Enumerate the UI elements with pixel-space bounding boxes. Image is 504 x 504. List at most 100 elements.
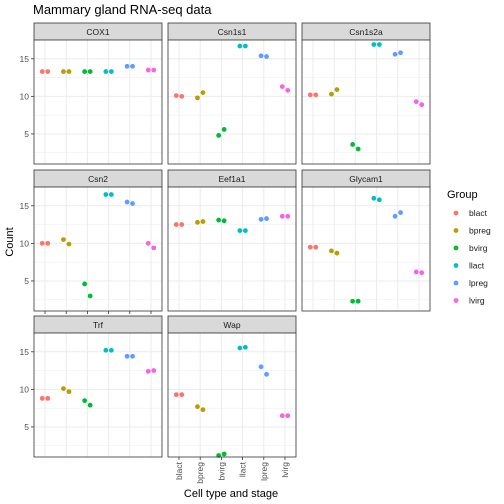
legend-key-bvirg [453, 245, 459, 251]
data-point-bpreg [200, 90, 206, 96]
data-point-bvirg [82, 281, 88, 287]
data-point-lpreg [130, 353, 135, 359]
data-point-llact [371, 195, 377, 201]
facet-panel-trf: Trf 5 10 15 [20, 315, 163, 458]
data-point-bvirg [216, 133, 222, 138]
data-point-lvirg [151, 245, 157, 251]
data-point-blact [173, 392, 179, 398]
data-point-bpreg [329, 91, 334, 97]
facet-strip-label: Csn2 [88, 174, 108, 184]
legend-label-lvirg: lvirg [469, 296, 485, 306]
data-point-lvirg [145, 368, 151, 374]
data-point-llact [103, 192, 109, 197]
data-point-lpreg [258, 364, 264, 370]
panel-border [167, 39, 297, 165]
data-point-llact [242, 228, 248, 233]
data-point-bpreg [200, 407, 206, 413]
data-point-lpreg [398, 210, 403, 215]
x-tick-label: blact [174, 461, 184, 480]
panel-border [33, 186, 163, 312]
data-point-lpreg [258, 216, 264, 222]
data-point-lpreg [392, 51, 398, 57]
data-point-blact [179, 392, 185, 398]
legend-label-llact: llact [469, 261, 485, 271]
data-point-bpreg [61, 237, 66, 243]
panel-background [34, 40, 162, 164]
y-tick-label: 15 [20, 347, 30, 357]
y-tick-label: 10 [20, 384, 30, 394]
data-point-llact [108, 69, 114, 74]
data-point-lvirg [285, 413, 291, 419]
facet-panels: COX1 5 10 15 Csn1s1 Csn1s2a Csn2 5 10 15 blact bpre… [20, 22, 431, 484]
facet-strip-label: Csn1s1 [218, 27, 247, 37]
facet-panel-eef1a1: Eef1a1 [167, 169, 297, 312]
legend-label-lpreg: lpreg [469, 278, 488, 288]
data-point-lpreg [130, 201, 135, 206]
data-point-blact [173, 93, 179, 99]
data-point-lpreg [264, 54, 269, 59]
data-point-bpreg [195, 219, 200, 225]
panel-background [168, 40, 296, 164]
data-point-lvirg [419, 270, 425, 276]
data-point-bpreg [329, 248, 334, 254]
data-point-bvirg [355, 298, 361, 304]
legend-label-bvirg: bvirg [469, 243, 488, 253]
data-point-blact [179, 93, 185, 99]
facet-panel-csn2: Csn251015blactbpregbvirgllactlpreglvirg [20, 169, 163, 338]
x-tick-label: llact [238, 461, 248, 477]
legend: Group blact bpreg bvirg llact lpreg lvirg [447, 189, 491, 306]
x-tick-label: bpreg [195, 462, 205, 484]
data-point-llact [376, 197, 382, 203]
panel-border [33, 39, 163, 165]
legend-key-blact [453, 210, 459, 216]
data-point-lpreg [258, 53, 264, 59]
panel-background [168, 187, 296, 311]
data-point-lvirg [279, 413, 285, 419]
data-point-bpreg [195, 95, 200, 101]
data-point-blact [39, 395, 45, 401]
y-tick-label: 5 [24, 276, 29, 286]
data-point-blact [307, 244, 313, 250]
panel-background [34, 187, 162, 311]
data-point-lpreg [124, 353, 130, 359]
x-tick-label: lvirg [280, 462, 290, 478]
data-point-lpreg [124, 63, 130, 69]
y-tick-label: 5 [24, 129, 29, 139]
panel-background [34, 333, 162, 457]
data-point-bpreg [195, 404, 200, 410]
data-point-bvirg [350, 142, 356, 147]
x-axis-label: Cell type and stage [184, 488, 278, 500]
data-point-lvirg [145, 240, 151, 246]
panel-background [168, 333, 296, 457]
legend-label-bpreg: bpreg [469, 226, 491, 236]
data-point-lvirg [145, 67, 151, 73]
data-point-lvirg [151, 67, 157, 73]
data-point-bvirg [216, 217, 222, 223]
data-point-blact [173, 222, 179, 227]
facet-panel-csn1s2a: Csn1s2a [301, 22, 431, 165]
legend-key-lpreg [453, 280, 459, 286]
data-point-llact [242, 344, 248, 350]
data-point-blact [39, 240, 45, 246]
data-point-llact [237, 43, 243, 49]
data-point-blact [39, 69, 45, 74]
data-point-blact [307, 92, 313, 98]
data-point-bvirg [350, 298, 356, 304]
facet-strip-label: Glycam1 [349, 174, 383, 184]
data-point-blact [313, 244, 319, 250]
data-point-blact [45, 395, 51, 401]
facet-panel-cox1: COX1 5 10 15 [20, 22, 163, 165]
data-point-lpreg [124, 199, 130, 205]
panel-border [301, 186, 431, 312]
facet-strip-label: Eef1a1 [219, 174, 246, 184]
data-point-lvirg [279, 84, 285, 89]
data-point-blact [45, 69, 51, 74]
data-point-blact [45, 240, 51, 246]
data-point-llact [103, 347, 109, 353]
data-point-lvirg [285, 213, 291, 219]
y-tick-label: 15 [20, 54, 30, 64]
data-point-llact [371, 42, 377, 47]
data-point-lvirg [285, 87, 291, 93]
data-point-lvirg [151, 368, 157, 373]
y-tick-label: 15 [20, 201, 30, 211]
